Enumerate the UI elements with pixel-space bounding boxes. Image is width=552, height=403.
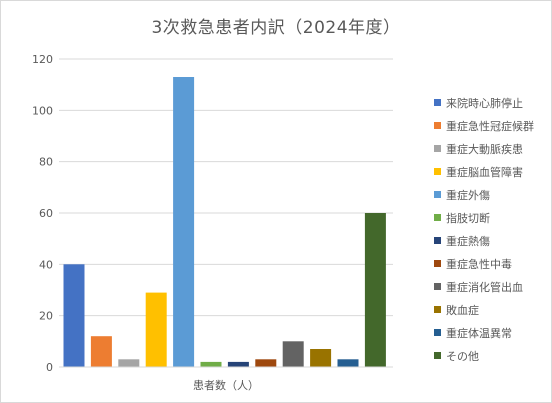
legend-label: 重症消化管出血	[446, 280, 523, 294]
legend-item: 重症急性中毒	[434, 252, 546, 275]
legend-item: 指肢切断	[434, 206, 546, 229]
y-tick-label: 120	[32, 53, 53, 66]
bars	[63, 77, 386, 367]
legend-swatch	[434, 145, 441, 152]
bar-5	[173, 77, 195, 367]
legend-item: 重症大動脈疾患	[434, 137, 546, 160]
legend-item: 重症消化管出血	[434, 275, 546, 298]
legend-label: 重症体温異常	[446, 326, 512, 340]
legend-swatch	[434, 191, 441, 198]
y-tick-label: 100	[32, 104, 53, 117]
legend-swatch	[434, 306, 441, 313]
y-tick-label: 20	[39, 310, 53, 323]
bar-1	[63, 264, 85, 367]
legend-item: 敗血症	[434, 298, 546, 321]
y-tick-label: 60	[39, 207, 53, 220]
bar-11	[337, 359, 359, 367]
legend-label: 来院時心肺停止	[446, 96, 523, 110]
bar-6	[200, 361, 222, 367]
legend: 来院時心肺停止 重症急性冠症候群 重症大動脈疾患 重症脳血管障害 重症外傷指肢切断重症熱…	[434, 91, 546, 367]
legend-swatch	[434, 283, 441, 290]
y-tick-label: 0	[46, 361, 53, 374]
bar-8	[255, 359, 277, 367]
legend-label: その他	[446, 349, 479, 363]
legend-label: 重症急性中毒	[446, 257, 512, 271]
legend-swatch	[434, 329, 441, 336]
bar-2	[90, 336, 112, 367]
legend-item: 重症体温異常	[434, 321, 546, 344]
legend-item: 来院時心肺停止	[434, 91, 546, 114]
gridlines	[59, 58, 393, 317]
bar-4	[145, 292, 167, 367]
legend-label: 重症脳血管障害	[446, 165, 523, 179]
legend-label: 指肢切断	[446, 211, 490, 225]
y-tick-label: 80	[39, 156, 53, 169]
chart-title: 3次救急患者内訳（2024年度）	[151, 18, 401, 38]
bar-3	[118, 359, 140, 367]
bar-9	[282, 341, 304, 367]
legend-swatch	[434, 260, 441, 267]
bar-12	[364, 213, 386, 367]
legend-item: 重症脳血管障害	[434, 160, 546, 183]
x-category-label: 患者数（人）	[193, 379, 259, 392]
legend-label: 重症大動脈疾患	[446, 142, 523, 156]
legend-item: その他	[434, 344, 546, 367]
legend-label: 重症外傷	[446, 188, 490, 202]
legend-swatch	[434, 168, 441, 175]
legend-swatch	[434, 99, 441, 106]
bar-10	[310, 349, 332, 367]
y-axis-ticks: 0 20 40 60 80 100 120	[32, 53, 53, 374]
legend-item: 重症熱傷	[434, 229, 546, 252]
legend-swatch	[434, 122, 441, 129]
legend-swatch	[434, 214, 441, 221]
legend-label: 重症急性冠症候群	[446, 119, 534, 133]
bar-7	[227, 361, 249, 367]
legend-item: 重症急性冠症候群	[434, 114, 546, 137]
y-tick-label: 40	[39, 258, 53, 271]
legend-label: 敗血症	[446, 303, 479, 317]
legend-label: 重症熱傷	[446, 234, 490, 248]
legend-item: 重症外傷	[434, 183, 546, 206]
legend-swatch	[434, 352, 441, 359]
legend-swatch	[434, 237, 441, 244]
